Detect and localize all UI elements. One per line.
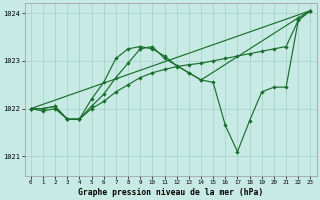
- X-axis label: Graphe pression niveau de la mer (hPa): Graphe pression niveau de la mer (hPa): [78, 188, 263, 197]
